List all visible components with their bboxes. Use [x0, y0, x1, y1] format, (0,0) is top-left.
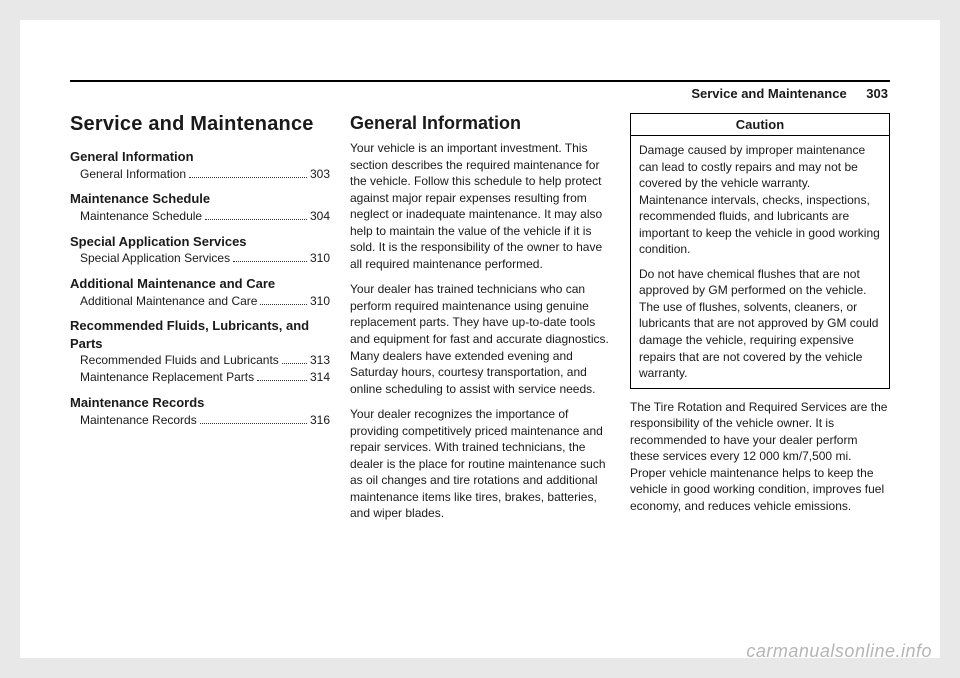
- content-columns: Service and Maintenance General Informat…: [70, 113, 890, 531]
- toc-section-title: Additional Maintenance and Care: [70, 275, 330, 293]
- toc-entry-page: 310: [310, 250, 330, 267]
- toc-entry-page: 304: [310, 208, 330, 225]
- toc-section-title: Recommended Fluids, Lubricants, and Part…: [70, 317, 330, 352]
- toc-dots: [189, 177, 307, 178]
- toc-entry-label: Maintenance Replacement Parts: [80, 369, 254, 386]
- header-rule: [70, 80, 890, 82]
- column-toc: Service and Maintenance General Informat…: [70, 113, 330, 531]
- toc-dots: [257, 380, 307, 381]
- toc-section-title: General Information: [70, 148, 330, 166]
- toc-dots: [233, 261, 307, 262]
- header-section: Service and Maintenance: [691, 86, 846, 101]
- body-paragraph: Your dealer recognizes the importance of…: [350, 406, 610, 522]
- toc-dots: [205, 219, 307, 220]
- caution-paragraph: Do not have chemical flushes that are no…: [639, 266, 881, 382]
- toc-section-title: Maintenance Schedule: [70, 190, 330, 208]
- toc-section-title: Maintenance Records: [70, 394, 330, 412]
- toc-entry-label: Recommended Fluids and Lubricants: [80, 352, 279, 369]
- caution-heading: Caution: [631, 114, 889, 136]
- toc-section: Special Application Services Special App…: [70, 233, 330, 267]
- toc-entry-page: 314: [310, 369, 330, 386]
- body-paragraph: Your vehicle is an important investment.…: [350, 140, 610, 272]
- body-paragraph: The Tire Rotation and Required Services …: [630, 399, 890, 515]
- toc-entry: General Information 303: [70, 166, 330, 183]
- chapter-title: Service and Maintenance: [70, 113, 330, 136]
- toc-entry-page: 313: [310, 352, 330, 369]
- toc-entry-label: Maintenance Records: [80, 412, 197, 429]
- toc-section: Recommended Fluids, Lubricants, and Part…: [70, 317, 330, 386]
- toc-entry: Special Application Services 310: [70, 250, 330, 267]
- toc-entry: Maintenance Replacement Parts 314: [70, 369, 330, 386]
- column-body: General Information Your vehicle is an i…: [350, 113, 610, 531]
- toc-entry-label: Additional Maintenance and Care: [80, 293, 257, 310]
- toc-entry-page: 303: [310, 166, 330, 183]
- toc-entry: Maintenance Schedule 304: [70, 208, 330, 225]
- toc-dots: [260, 304, 307, 305]
- toc-section: Maintenance Records Maintenance Records …: [70, 394, 330, 428]
- toc-dots: [200, 423, 307, 424]
- caution-paragraph: Damage caused by improper maintenance ca…: [639, 142, 881, 258]
- body-paragraph: Your dealer has trained technicians who …: [350, 281, 610, 397]
- toc-section: Maintenance Schedule Maintenance Schedul…: [70, 190, 330, 224]
- caution-box: Caution Damage caused by improper mainte…: [630, 113, 890, 389]
- toc-entry-page: 310: [310, 293, 330, 310]
- toc-section: General Information General Information …: [70, 148, 330, 182]
- toc-entry-label: General Information: [80, 166, 186, 183]
- section-heading: General Information: [350, 113, 610, 134]
- column-caution: Caution Damage caused by improper mainte…: [630, 113, 890, 531]
- toc-entry: Maintenance Records 316: [70, 412, 330, 429]
- toc-entry: Recommended Fluids and Lubricants 313: [70, 352, 330, 369]
- toc-entry-label: Maintenance Schedule: [80, 208, 202, 225]
- toc-section-title: Special Application Services: [70, 233, 330, 251]
- manual-page: Service and Maintenance 303 Service and …: [20, 20, 940, 658]
- toc-entry: Additional Maintenance and Care 310: [70, 293, 330, 310]
- caution-body: Damage caused by improper maintenance ca…: [631, 136, 889, 388]
- toc-dots: [282, 363, 307, 364]
- toc-section: Additional Maintenance and Care Addition…: [70, 275, 330, 309]
- toc-entry-page: 316: [310, 412, 330, 429]
- page-header: Service and Maintenance 303: [70, 86, 890, 101]
- toc-entry-label: Special Application Services: [80, 250, 230, 267]
- header-page-number: 303: [866, 86, 888, 101]
